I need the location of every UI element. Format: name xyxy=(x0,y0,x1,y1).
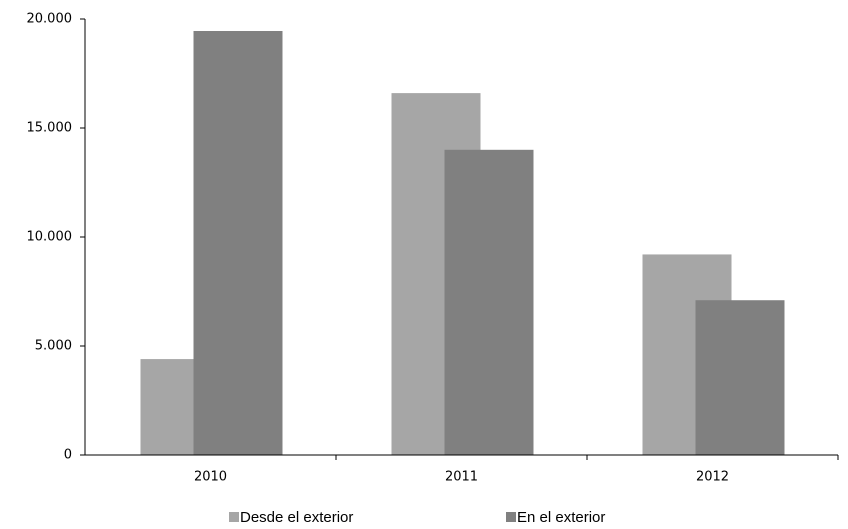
y-tick-label: 15.000 xyxy=(27,121,73,136)
bar xyxy=(444,149,534,456)
bar xyxy=(695,300,785,455)
y-tick-label: 10.000 xyxy=(27,230,73,245)
x-tick-label: 2010 xyxy=(194,470,227,485)
x-tick-label: 2011 xyxy=(445,470,478,485)
legend-label: En el exterior xyxy=(517,509,605,526)
y-tick-label: 5.000 xyxy=(35,339,72,354)
legend-label: Desde el exterior xyxy=(240,509,353,526)
y-tick-label: 0 xyxy=(64,448,72,463)
y-tick-label: 20.000 xyxy=(27,12,73,27)
bar xyxy=(193,30,283,456)
legend-swatch xyxy=(506,512,516,522)
x-tick-label: 2012 xyxy=(696,470,729,485)
legend-swatch xyxy=(229,512,239,522)
